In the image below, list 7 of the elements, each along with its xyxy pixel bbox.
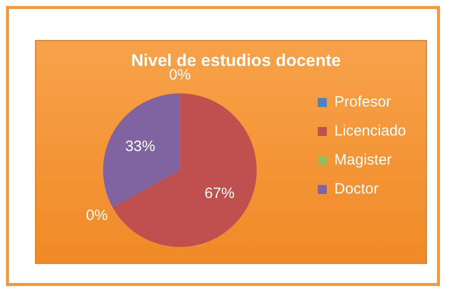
- legend-label: Licenciado: [334, 122, 406, 140]
- legend-label: Profesor: [334, 94, 391, 111]
- legend-label: Doctor: [334, 180, 378, 198]
- text: 0%: [86, 207, 108, 224]
- data-label: 67%: [204, 184, 235, 202]
- data-label: 33%: [125, 138, 156, 155]
- legend-label: Magister: [334, 152, 392, 169]
